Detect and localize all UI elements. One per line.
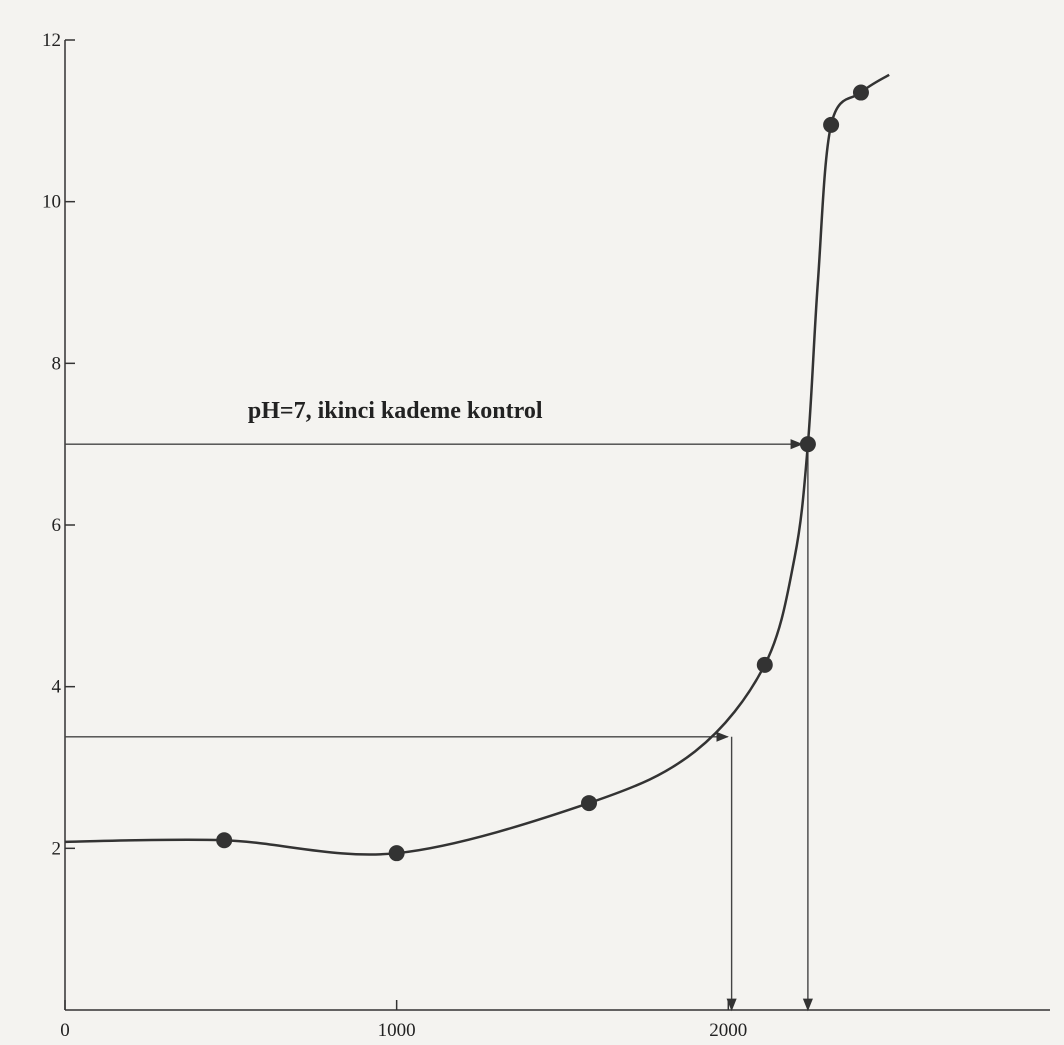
y-tick-label: 4 bbox=[52, 677, 62, 698]
y-tick-label: 8 bbox=[52, 353, 62, 374]
data-point bbox=[581, 795, 598, 812]
x-tick-label: 2000 bbox=[709, 1020, 747, 1041]
curve bbox=[64, 73, 890, 856]
y-tick-label: 10 bbox=[42, 192, 61, 213]
data-point bbox=[388, 845, 405, 862]
data-point bbox=[799, 436, 816, 453]
annotation-label: pH=7, ikinci kademe kontrol bbox=[248, 398, 543, 424]
y-tick-label: 12 bbox=[42, 30, 61, 51]
x-tick-label: 1000 bbox=[378, 1020, 416, 1041]
x-tick-label: 0 bbox=[60, 1020, 70, 1041]
y-tick-label: 2 bbox=[52, 838, 62, 859]
data-point bbox=[216, 832, 233, 849]
data-point bbox=[852, 84, 869, 101]
data-point bbox=[823, 116, 840, 133]
data-point bbox=[756, 656, 773, 673]
y-tick-label: 6 bbox=[52, 515, 62, 536]
